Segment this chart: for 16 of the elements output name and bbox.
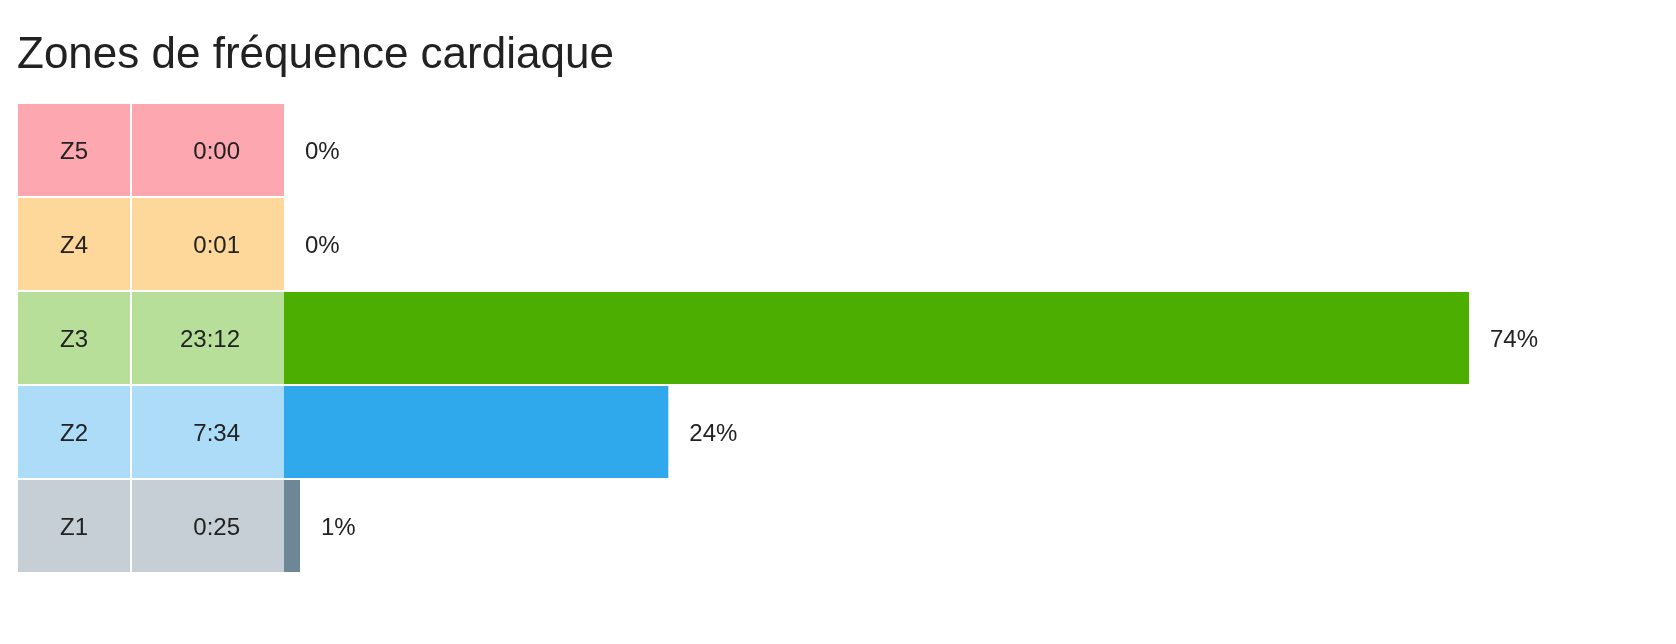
data-label: 0% (305, 230, 340, 258)
y-tick-label: Z2 (59, 418, 89, 446)
data-label: 0% (305, 136, 340, 164)
data-label: 24% (689, 418, 738, 446)
chart-title: Zones de fréquence cardiaque (16, 27, 615, 79)
text: 7:34 (193, 418, 240, 446)
data-label: 1% (321, 512, 356, 540)
data-label: 74% (1490, 324, 1539, 352)
y-tick-label: Z3 (59, 324, 89, 352)
y-tick-label: Z1 (59, 512, 89, 540)
y-tick-label: Z4 (59, 230, 89, 258)
text: 0:00 (193, 136, 240, 164)
y-tick-label: Z5 (59, 136, 89, 164)
text: 0:01 (193, 230, 240, 258)
text: 0:25 (193, 512, 240, 540)
text: 23:12 (179, 324, 240, 352)
